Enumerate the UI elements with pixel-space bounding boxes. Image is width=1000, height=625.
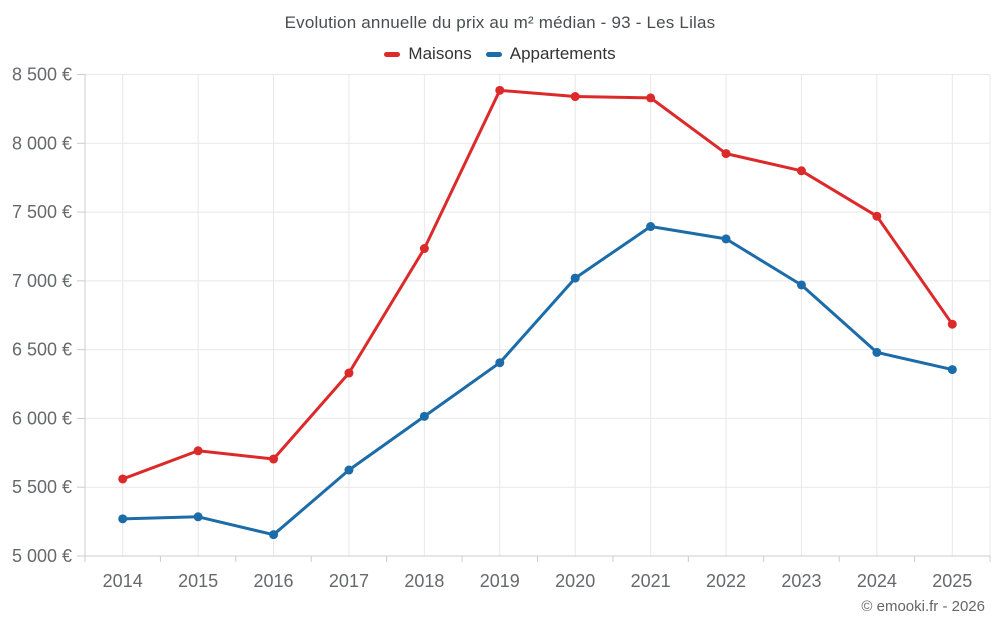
data-point-appartements-2017[interactable] — [344, 465, 354, 475]
data-point-maisons-2016[interactable] — [269, 454, 279, 464]
y-axis-label: 6 000 € — [12, 408, 72, 428]
chart-legend: Maisons Appartements — [0, 44, 1000, 64]
x-axis-label: 2015 — [178, 571, 218, 591]
data-point-maisons-2024[interactable] — [872, 211, 882, 221]
series-line-maisons — [121, 88, 954, 481]
y-axis-label: 5 000 € — [12, 546, 72, 566]
y-axis-label: 7 500 € — [12, 202, 72, 222]
legend-label-maisons: Maisons — [408, 44, 472, 63]
x-axis-label: 2018 — [404, 571, 444, 591]
data-point-maisons-2025[interactable] — [947, 319, 957, 329]
maisons-series-marker — [384, 51, 401, 57]
legend-item-maisons[interactable]: Maisons — [384, 44, 472, 64]
data-point-appartements-2023[interactable] — [796, 280, 806, 290]
y-axis-label: 8 500 € — [12, 65, 72, 85]
chart-credit: © emooki.fr - 2026 — [861, 598, 985, 615]
x-axis-label: 2016 — [254, 571, 294, 591]
data-point-maisons-2018[interactable] — [419, 244, 429, 254]
y-axis-label: 8 000 € — [12, 133, 72, 153]
data-point-maisons-2023[interactable] — [796, 166, 806, 176]
data-point-maisons-2019[interactable] — [495, 85, 505, 95]
data-point-appartements-2025[interactable] — [947, 365, 957, 375]
data-point-appartements-2014[interactable] — [118, 514, 128, 524]
x-axis-label: 2025 — [932, 571, 972, 591]
x-axis-label: 2022 — [706, 571, 746, 591]
appartements-series-marker — [485, 51, 502, 57]
series-line-appartements — [121, 225, 954, 537]
legend-label-appartements: Appartements — [509, 44, 616, 63]
data-point-maisons-2014[interactable] — [118, 474, 128, 484]
x-axis-label: 2014 — [103, 571, 143, 591]
data-point-maisons-2020[interactable] — [570, 92, 580, 102]
data-point-appartements-2018[interactable] — [419, 411, 429, 421]
data-point-appartements-2020[interactable] — [570, 273, 580, 283]
x-axis-label: 2017 — [329, 571, 369, 591]
data-point-maisons-2017[interactable] — [344, 368, 354, 378]
data-point-appartements-2015[interactable] — [193, 512, 203, 522]
data-point-appartements-2022[interactable] — [721, 234, 731, 244]
x-axis-label: 2019 — [480, 571, 520, 591]
data-point-appartements-2024[interactable] — [872, 347, 882, 357]
data-point-maisons-2022[interactable] — [721, 149, 731, 159]
y-axis-label: 5 500 € — [12, 477, 72, 497]
y-axis-label: 6 500 € — [12, 340, 72, 360]
chart-title: Evolution annuelle du prix au m² médian … — [284, 13, 716, 32]
data-point-appartements-2021[interactable] — [646, 222, 656, 232]
x-axis-label: 2023 — [781, 571, 821, 591]
data-point-appartements-2019[interactable] — [495, 358, 505, 368]
x-axis-label: 2021 — [631, 571, 671, 591]
data-point-maisons-2015[interactable] — [193, 446, 203, 456]
x-axis-label: 2024 — [857, 571, 897, 591]
data-point-maisons-2021[interactable] — [646, 93, 656, 103]
data-point-appartements-2016[interactable] — [269, 530, 279, 540]
y-axis-label: 7 000 € — [12, 271, 72, 291]
legend-item-appartements[interactable]: Appartements — [485, 44, 616, 64]
x-axis-label: 2020 — [555, 571, 595, 591]
